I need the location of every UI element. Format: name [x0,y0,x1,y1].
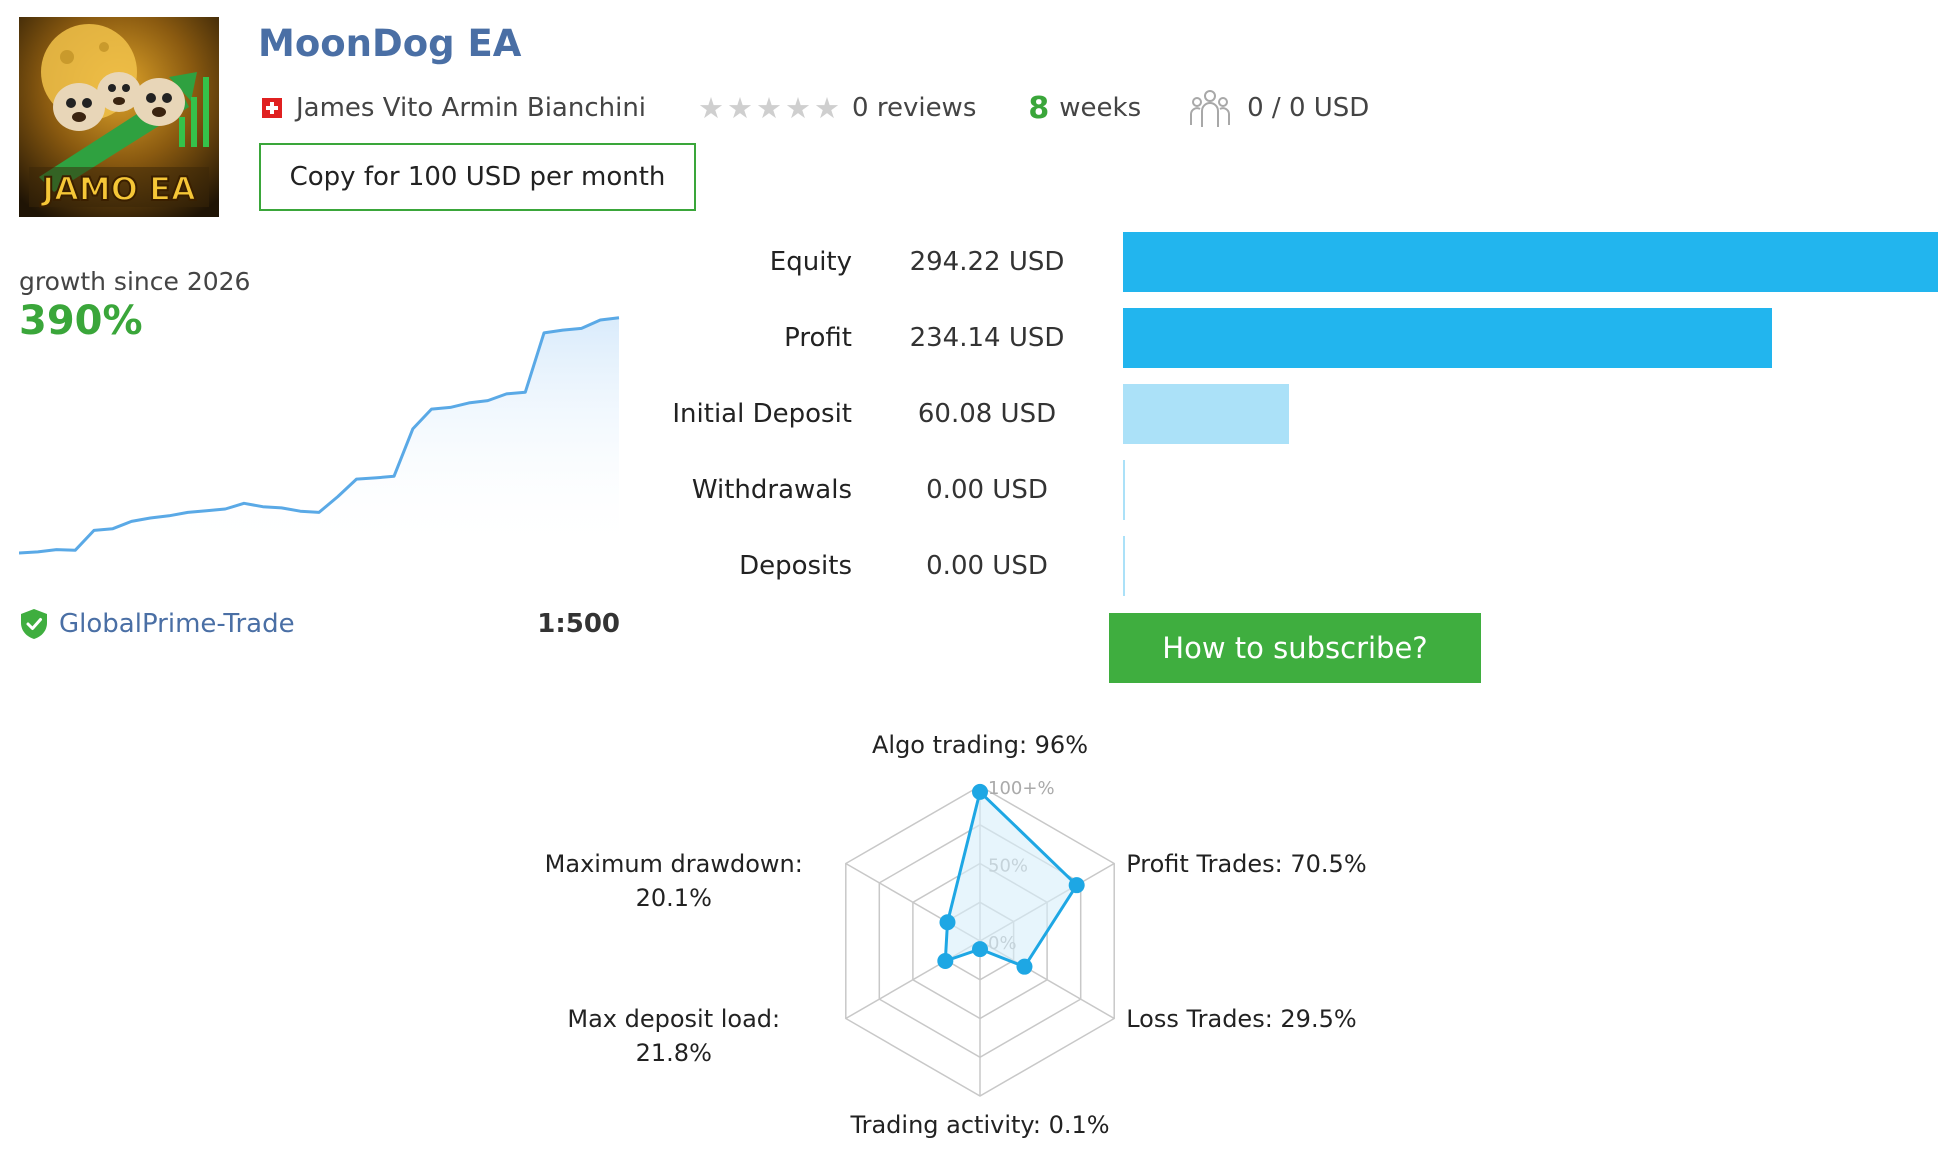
stat-value-withdrawals: 0.00 USD [926,475,1048,505]
radar-value-point [972,941,988,958]
radar-scale-label: 50% [988,856,1028,877]
stat-label-equity: Equity [769,247,852,277]
radar-scale-label: 100+% [988,778,1055,799]
star-icon: ★ [727,91,754,125]
rating-stars[interactable]: ★ ★ ★ ★ ★ [698,91,840,125]
radar-axis-line [845,940,981,1020]
weeks-label: weeks [1059,93,1142,123]
star-icon: ★ [814,91,841,125]
svg-text:JAMO EA: JAMO EA [40,170,196,208]
stat-label-profit: Profit [784,323,852,353]
how-to-subscribe-button[interactable]: How to subscribe? [1109,613,1481,683]
switzerland-flag-icon [262,98,282,118]
radar-axis-line [845,862,981,942]
weeks-count: 8 [1028,90,1050,126]
product-logo: JAMO EA [19,17,219,217]
stat-bar-equity [1123,232,1938,292]
signal-meta-row: James Vito Armin Bianchini ★ ★ ★ ★ ★ 0 r… [262,88,1369,128]
radar-grid-ring [912,862,1048,1020]
stat-value-equity: 294.22 USD [909,247,1065,277]
growth-area [19,317,619,553]
star-icon: ★ [785,91,812,125]
page-title: MoonDog EA [258,22,522,65]
radar-axis-label: Profit Trades: 70.5% [1126,849,1367,878]
stat-value-initial-deposit: 60.08 USD [917,399,1057,429]
growth-label: growth since 2026 [19,267,251,296]
radar-axis-label: Maximum drawdown: 20.1% [544,849,803,912]
copiers-value: 0 / 0 USD [1247,93,1370,123]
growth-line [19,316,620,555]
stat-label-initial-deposit: Initial Deposit [672,399,852,429]
radar-axis-label: Loss Trades: 29.5% [1126,1004,1357,1033]
stat-label-withdrawals: Withdrawals [691,475,852,505]
radar-axis-line [979,940,1115,1020]
stat-bar-deposits [1123,536,1125,596]
radar-axis-label: Algo trading: 96% [871,731,1089,759]
stat-label-deposits: Deposits [739,551,852,581]
radar-grid-ring [845,785,1115,1097]
broker-row: GlobalPrime-Trade [19,607,295,641]
radar-value-area [943,789,1079,969]
verified-shield-icon [21,609,47,639]
radar-value-point [1016,958,1033,975]
radar-grid-ring [945,901,1015,981]
author-link[interactable]: James Vito Armin Bianchini [296,93,647,123]
stat-bar-withdrawals [1123,460,1125,520]
stat-bar-initial-deposit [1123,384,1290,444]
growth-value: 390% [19,298,143,344]
radar-value-point [1068,877,1085,894]
radar-axis-label: Trading activity: 0.1% [850,1111,1110,1139]
radar-scale-label: 0% [988,933,1017,954]
radar-axis-label: Max deposit load: 21.8% [567,1004,781,1067]
star-icon: ★ [756,91,783,125]
reviews-link[interactable]: 0 reviews [852,93,977,123]
copy-subscription-button[interactable]: Copy for 100 USD per month [259,143,696,211]
radar-value-point [937,953,954,970]
stat-value-deposits: 0.00 USD [926,551,1048,581]
radar-value-point [939,914,956,931]
growth-chart [19,316,620,555]
radar-value-point [972,783,988,800]
leverage-value: 1:500 [537,609,620,639]
radar-axis-line [979,862,1115,942]
broker-server-link[interactable]: GlobalPrime-Trade [59,609,295,639]
radar-grid-ring [878,823,1082,1059]
stat-bar-profit [1123,308,1772,368]
star-icon: ★ [698,91,725,125]
stat-value-profit: 234.14 USD [909,323,1065,353]
subscribers-icon [1190,90,1231,127]
